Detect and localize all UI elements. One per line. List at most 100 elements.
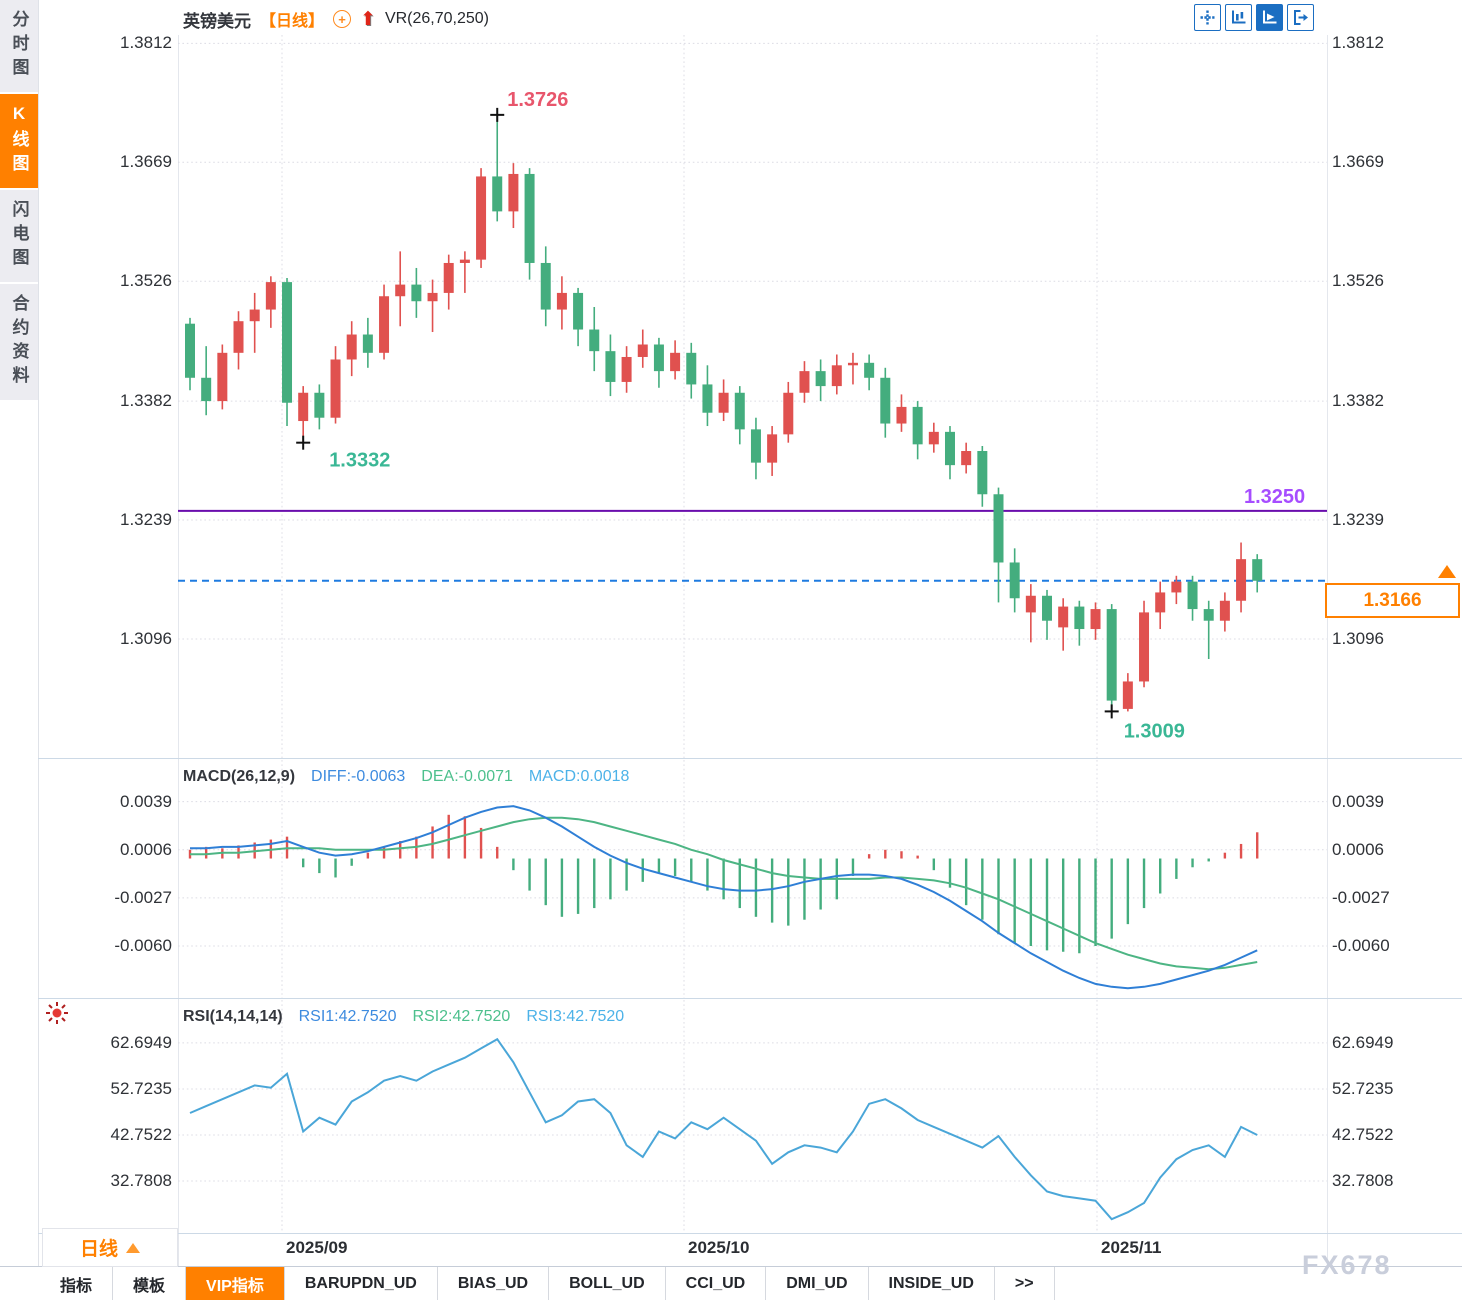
candle-body [556, 292, 567, 310]
price-annotation: 1.3726 [507, 89, 568, 111]
candle-body [1042, 595, 1053, 621]
add-indicator-icon[interactable]: + [333, 10, 352, 28]
collapse-right-button[interactable] [1287, 4, 1314, 31]
up-triangle-icon [126, 1242, 140, 1253]
red-up-arrow-icon: ⬆ [360, 8, 376, 30]
axis-tick-label: 52.7235 [110, 1078, 172, 1098]
fx678-watermark: FX678 [1302, 1250, 1392, 1280]
candle-body [605, 351, 616, 382]
candle-body [476, 176, 487, 260]
candle-body [702, 384, 713, 413]
axis-tick-label: 32.7808 [110, 1170, 172, 1190]
sidebar-tab-3[interactable]: 合约资料 [0, 284, 38, 400]
axis-tick-label: -0.0060 [114, 935, 172, 955]
candle-body [961, 450, 972, 466]
axis-tick-label: 1.3096 [1332, 629, 1384, 649]
candle-body [443, 262, 454, 293]
rsi-line [189, 1037, 1258, 1221]
sidebar-tab-1[interactable]: K线图 [0, 94, 38, 188]
axis-tick-label: -0.0027 [114, 887, 172, 907]
price-up-marker-icon [1438, 565, 1456, 578]
price-annotation: 1.3332 [329, 450, 390, 472]
candle-body [1236, 559, 1247, 601]
axis-tick-label: -0.0027 [1332, 887, 1390, 907]
candle-body [362, 334, 373, 353]
axis-tick-label: 1.3669 [1332, 152, 1384, 172]
candle-body [621, 356, 632, 382]
indicator-tab-5[interactable]: BOLL_UD [549, 1267, 666, 1300]
month-label: 2025/09 [286, 1238, 348, 1257]
rsi3-value: RSI3:42.7520 [526, 1008, 625, 1025]
pan-crosshair-icon [1200, 10, 1215, 25]
candle-body [1171, 581, 1182, 593]
axis-auto-button[interactable] [1256, 4, 1283, 31]
macd-rsi-separator [38, 998, 1462, 999]
indicator-tab-4[interactable]: BIAS_UD [438, 1267, 550, 1300]
axis-tick-label: 0.0039 [1332, 791, 1384, 811]
candle-body [492, 176, 503, 212]
candle-body [346, 334, 357, 360]
indicator-tab-1[interactable]: 模板 [113, 1267, 187, 1300]
live-beacon-icon [46, 1002, 68, 1024]
plot-left-border [178, 35, 179, 1266]
candle-body [540, 262, 551, 310]
axis-tick-label: 32.7808 [1332, 1170, 1394, 1190]
indicator-tab-6[interactable]: CCI_UD [666, 1267, 767, 1300]
indicator-tab-0[interactable]: 指标 [40, 1267, 114, 1300]
plot-right-border [1327, 35, 1328, 1266]
chart-toolbar [1194, 4, 1314, 31]
candle-body [201, 377, 212, 402]
axis-auto-icon [1263, 10, 1277, 24]
candle-body [847, 362, 858, 366]
sidebar-chart-type-tabs: 分时图 K线图 闪电图 合约资料 [0, 0, 39, 1300]
period-dropdown-label: 日线 [79, 1239, 118, 1260]
indicator-tab-7[interactable]: DMI_UD [766, 1267, 869, 1300]
candle-body [1058, 606, 1069, 628]
candle-body [831, 365, 842, 387]
candle-body [783, 392, 794, 435]
indicator-tab-8[interactable]: INSIDE_UD [869, 1267, 995, 1300]
axis-tick-label: 1.3526 [120, 271, 172, 291]
candle-body [1025, 595, 1036, 613]
indicator-tab-9[interactable]: >> [995, 1267, 1055, 1300]
candle-body [1219, 600, 1230, 621]
rsi-title: RSI(14,14,14) [183, 1008, 283, 1025]
candle-body [411, 284, 422, 302]
candle-body [686, 352, 697, 385]
price-candlestick-chart[interactable]: 1.3726 1.3332 1.3009 1.3250 [178, 35, 1327, 758]
axis-tick-label: 1.3382 [120, 391, 172, 411]
candle-body [508, 173, 519, 212]
candle-body [815, 371, 826, 387]
candle-body [265, 282, 276, 310]
rsi-legend: RSI(14,14,14) RSI1:42.7520 RSI2:42.7520 … [183, 1008, 624, 1026]
axis-tick-label: 1.3526 [1332, 271, 1384, 291]
sidebar-tab-2[interactable]: 闪电图 [0, 190, 38, 282]
candle-body [653, 344, 664, 372]
candle-body [718, 392, 729, 413]
candle-body [670, 352, 681, 372]
rsi-chart[interactable] [178, 1000, 1327, 1233]
axis-tick-label: 52.7235 [1332, 1078, 1394, 1098]
candle-body [573, 292, 584, 330]
macd-dea-value: DEA:-0.0071 [421, 768, 513, 785]
pan-crosshair-button[interactable] [1194, 4, 1221, 31]
macd-chart[interactable] [178, 760, 1327, 998]
collapse-right-icon [1294, 10, 1308, 25]
candle-body [734, 392, 745, 430]
price-annotation: 1.3009 [1124, 720, 1185, 742]
indicator-tab-2[interactable]: VIP指标 [186, 1267, 285, 1300]
axis-tick-label: 62.6949 [110, 1032, 172, 1052]
dea-line [190, 816, 1258, 971]
sidebar-tab-0[interactable]: 分时图 [0, 0, 38, 92]
period-dropdown-button[interactable]: 日线 [42, 1228, 178, 1267]
axis-tick-label: 1.3382 [1332, 391, 1384, 411]
candle-body [880, 377, 891, 424]
indicator-tab-3[interactable]: BARUPDN_UD [285, 1267, 438, 1300]
candle-body [524, 173, 535, 263]
support-line-label: 1.3250 [1244, 486, 1305, 508]
candle-body [1009, 562, 1020, 599]
axis-scale-button[interactable] [1225, 4, 1252, 31]
axis-tick-label: 42.7522 [110, 1124, 172, 1144]
candle-body [185, 323, 195, 378]
